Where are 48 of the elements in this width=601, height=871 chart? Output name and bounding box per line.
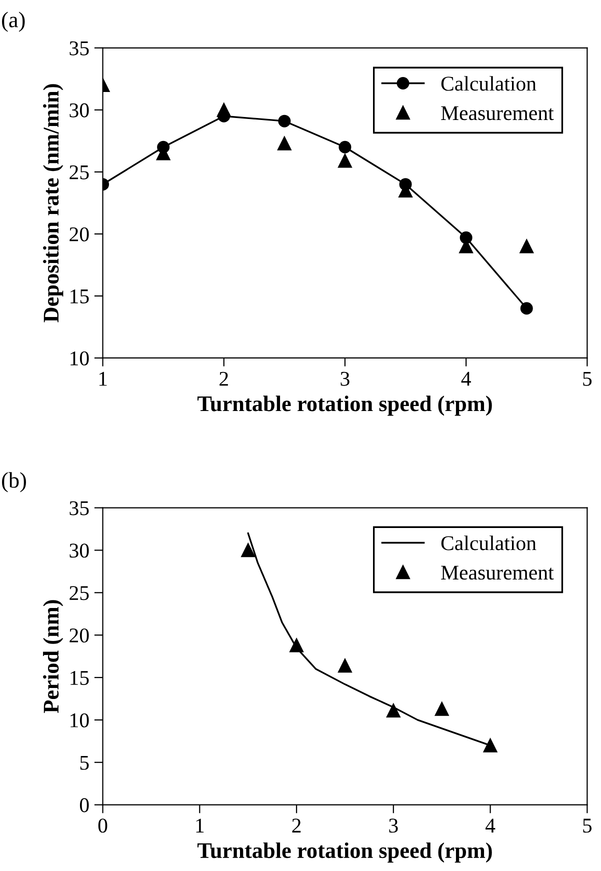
x-axis-title: Turntable rotation speed (rpm) xyxy=(197,396,492,416)
y-tick-label: 0 xyxy=(80,798,89,812)
point xyxy=(241,543,256,558)
x-axis-title: Turntable rotation speed (rpm) xyxy=(197,842,492,863)
x-tick-label: 1 xyxy=(99,372,107,386)
point xyxy=(434,702,449,716)
x-tick-label: 1 xyxy=(196,818,204,832)
x-tick-label: 5 xyxy=(583,818,592,833)
point xyxy=(386,704,400,718)
y-tick-label: 35 xyxy=(70,41,89,56)
x-tick-label: 4 xyxy=(485,818,496,832)
x-tick-label: 3 xyxy=(389,818,398,833)
y-tick-label: 35 xyxy=(70,501,89,516)
point xyxy=(278,114,291,128)
point xyxy=(216,102,231,117)
point xyxy=(338,140,352,154)
x-tick-label: 2 xyxy=(292,818,301,832)
x-tick-label: 2 xyxy=(220,372,228,386)
legend-label: Measurement xyxy=(441,566,554,580)
point xyxy=(290,638,304,652)
y-tick-label: 15 xyxy=(70,670,89,685)
point xyxy=(520,239,534,254)
legend-label: Measurement xyxy=(441,106,554,120)
x-tick-label: 5 xyxy=(583,372,592,386)
y-axis-title: Period (nm) xyxy=(43,600,64,714)
y-tick-label: 30 xyxy=(70,544,89,558)
y-tick-label: 15 xyxy=(70,289,89,304)
x-tick-label: 0 xyxy=(98,818,108,833)
y-tick-label: 25 xyxy=(70,586,89,600)
legend-label: Calculation xyxy=(441,76,536,91)
point xyxy=(338,658,352,673)
point xyxy=(277,136,292,150)
y-tick-label: 20 xyxy=(70,227,89,242)
y-tick-label: 10 xyxy=(70,351,89,366)
y-tick-label: 10 xyxy=(70,713,89,728)
chart-title: (a) xyxy=(2,12,25,32)
legend-label: Calculation xyxy=(441,536,536,550)
x-tick-label: 3 xyxy=(340,372,350,386)
point xyxy=(483,738,498,752)
chart-title: (b) xyxy=(2,472,26,492)
y-tick-label: 25 xyxy=(70,165,89,180)
y-tick-label: 30 xyxy=(70,103,89,118)
point xyxy=(520,302,533,315)
y-tick-label: 20 xyxy=(70,628,89,643)
x-tick-label: 4 xyxy=(461,372,471,386)
point xyxy=(338,154,352,168)
y-tick-label: 5 xyxy=(80,756,89,770)
y-axis-title: Deposition rate (nm/min) xyxy=(43,84,64,322)
